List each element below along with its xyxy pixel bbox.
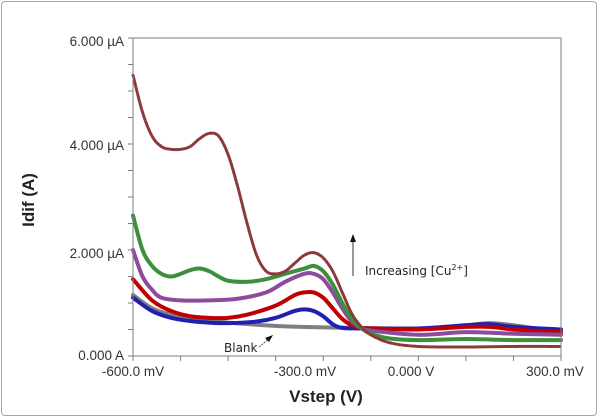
series-line-6 xyxy=(131,73,563,349)
x-tick-label: 300.0 mV xyxy=(526,364,584,379)
x-tick-label: 0.000 V xyxy=(388,364,435,379)
y-axis-title: Idif (A) xyxy=(19,173,38,227)
increasing-annotation: Increasing [Cu2+] xyxy=(365,263,468,278)
series-layer xyxy=(131,73,563,349)
series-line-3 xyxy=(131,277,563,335)
y-tick-label: 4.000 µA xyxy=(70,138,124,153)
blank-arrow xyxy=(258,337,271,348)
x-tick-label: -300.0 mV xyxy=(274,364,336,379)
x-axis-title: Vstep (V) xyxy=(289,387,363,406)
arrow-head-icon xyxy=(350,234,356,242)
y-tick-label: 2.000 µA xyxy=(70,246,124,261)
arrow-head-icon xyxy=(265,335,273,342)
x-tick-label: -600.0 mV xyxy=(102,364,164,379)
series-line-5 xyxy=(131,213,563,343)
tick-layer xyxy=(128,37,562,361)
y-tick-label: 0.000 A xyxy=(78,348,124,363)
y-tick-label: 6.000 µA xyxy=(70,34,124,49)
series-line-4 xyxy=(131,248,563,337)
blank-annotation: Blank xyxy=(224,341,258,355)
